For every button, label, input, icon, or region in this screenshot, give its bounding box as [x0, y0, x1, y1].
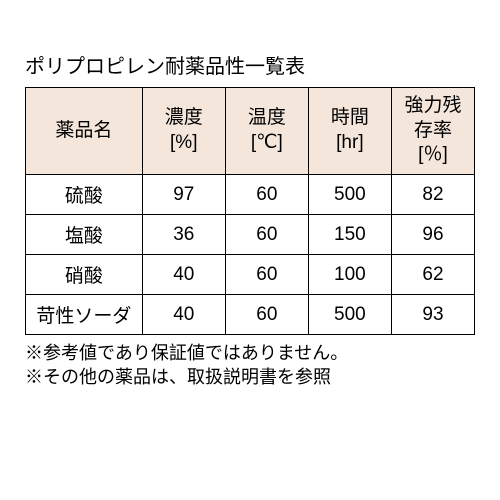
cell-name: 硝酸 [26, 255, 143, 295]
notes-section: ※参考値であり保証値ではありません。 ※その他の薬品は、取扱説明書を参照 [25, 341, 475, 390]
header-row: 薬品名 濃度[%] 温度[℃] 時間[hr] 強力残存率[％] [26, 88, 475, 175]
table-row: 塩酸 36 60 150 96 [26, 215, 475, 255]
cell-name: 塩酸 [26, 215, 143, 255]
note-line: ※その他の薬品は、取扱説明書を参照 [25, 365, 475, 389]
header-time: 時間[hr] [308, 88, 391, 175]
cell-retention: 96 [391, 215, 474, 255]
header-retention: 強力残存率[％] [391, 88, 474, 175]
cell-concentration: 40 [142, 295, 225, 335]
note-line: ※参考値であり保証値ではありません。 [25, 341, 475, 365]
table-row: 苛性ソーダ 40 60 500 93 [26, 295, 475, 335]
cell-name: 硫酸 [26, 175, 143, 215]
cell-time: 100 [308, 255, 391, 295]
cell-temperature: 60 [225, 215, 308, 255]
cell-temperature: 60 [225, 175, 308, 215]
table-body: 硫酸 97 60 500 82 塩酸 36 60 150 96 硝酸 40 60… [26, 175, 475, 335]
cell-temperature: 60 [225, 255, 308, 295]
table-row: 硫酸 97 60 500 82 [26, 175, 475, 215]
header-temperature: 温度[℃] [225, 88, 308, 175]
cell-retention: 93 [391, 295, 474, 335]
cell-concentration: 36 [142, 215, 225, 255]
cell-concentration: 97 [142, 175, 225, 215]
table-row: 硝酸 40 60 100 62 [26, 255, 475, 295]
header-chemical-name: 薬品名 [26, 88, 143, 175]
header-concentration: 濃度[%] [142, 88, 225, 175]
cell-concentration: 40 [142, 255, 225, 295]
cell-retention: 82 [391, 175, 474, 215]
cell-temperature: 60 [225, 295, 308, 335]
table-title: ポリプロピレン耐薬品性一覧表 [25, 50, 475, 79]
cell-time: 500 [308, 295, 391, 335]
cell-retention: 62 [391, 255, 474, 295]
cell-name: 苛性ソーダ [26, 295, 143, 335]
cell-time: 500 [308, 175, 391, 215]
cell-time: 150 [308, 215, 391, 255]
chemical-resistance-table: 薬品名 濃度[%] 温度[℃] 時間[hr] 強力残存率[％] 硫酸 97 60… [25, 87, 475, 335]
